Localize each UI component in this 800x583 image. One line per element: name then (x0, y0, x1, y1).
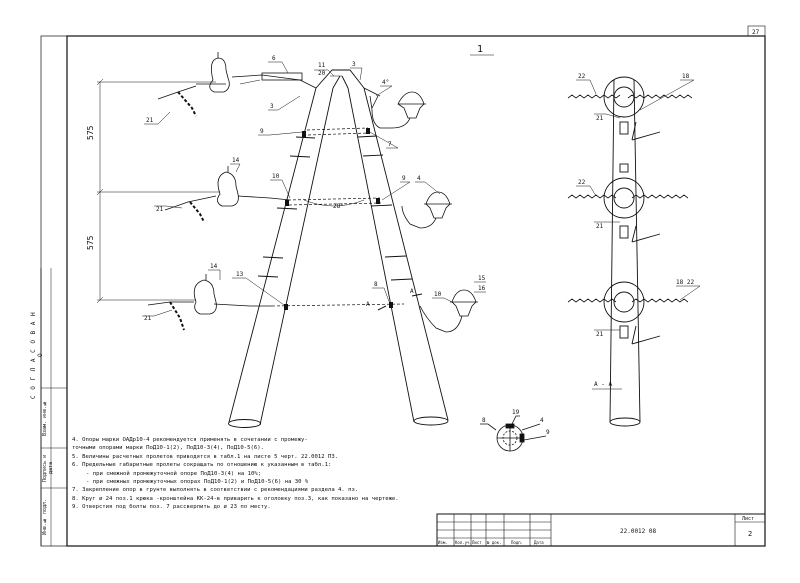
insulator-hooks (363, 87, 381, 109)
left-insulators (193, 52, 317, 315)
tb-col-izm: Изм. (438, 540, 448, 545)
sidebar-sign-date: Подпись и дата (42, 454, 54, 482)
label-13: 13 (236, 271, 244, 278)
dimension-upper: 575 (86, 125, 95, 140)
label-10-bottom: 10 (434, 291, 442, 298)
label-21-top: 21 (146, 117, 154, 124)
label-8: 8 (374, 281, 378, 288)
sidebar-inv-orig: Инв.№ подл. (42, 498, 48, 536)
label-3-left: 3 (270, 103, 274, 110)
tb-col-doc: № док. (487, 540, 501, 545)
view-title: 1 (477, 44, 483, 55)
sidebar-agreed: С О Г Л А С О В А Н О (30, 311, 44, 399)
section-label-4: 4 (540, 417, 544, 424)
label-9-right: 9 (402, 175, 406, 182)
part-labels-main: 6 11 20 3 4° 3 21 9 14 10 7 9 4 21 14 13… (144, 55, 486, 322)
label-20: 20 (318, 70, 326, 77)
side-view-conductors (567, 94, 693, 303)
side-label-21-mid: 21 (596, 223, 604, 230)
side-label-21-top: 21 (596, 115, 604, 122)
side-label-22-mid: 22 (578, 179, 586, 186)
tb-col-list: Лист (472, 540, 482, 545)
label-7: 7 (388, 141, 392, 148)
label-14-bottom: 14 (210, 263, 218, 270)
sidebar-inv-sub: Взам. инв.№ (42, 399, 48, 437)
note-line: 4. Опоры марки ОАДр10-4 рекомендуется пр… (72, 437, 308, 443)
side-view-pole (603, 76, 661, 427)
label-21-mid: 21 (156, 206, 164, 213)
tb-col-sign: Подп. (511, 540, 523, 545)
section-mark-left: A (366, 301, 370, 308)
tb-col-date: Дата (534, 540, 544, 545)
sheet-frame (40, 25, 766, 547)
angle-28: 28° (333, 203, 344, 210)
note-line: 5. Величины расчетных пролетов приводятс… (72, 453, 339, 460)
label-14-mid: 14 (232, 157, 240, 164)
side-leaders (576, 79, 701, 331)
left-conductors (147, 85, 217, 331)
dimension-lower: 575 (86, 235, 95, 250)
right-insulators (369, 91, 478, 333)
section-label-8: 8 (482, 417, 486, 424)
label-6: 6 (272, 55, 276, 62)
title-block (436, 513, 766, 547)
dimension-lines (96, 78, 220, 304)
side-label-22-top: 22 (578, 73, 586, 80)
section-label-9: 9 (546, 429, 550, 436)
label-3-top: 3 (352, 61, 356, 68)
tb-sheet-number: 2 (748, 530, 752, 538)
label-4-right: 4 (417, 175, 421, 182)
side-label-18-top: 18 (682, 73, 690, 80)
label-15: 15 (478, 275, 486, 282)
tb-sheet-label: Лист (742, 516, 754, 522)
label-9-left: 9 (260, 128, 264, 135)
label-16: 16 (478, 285, 486, 292)
section-label-19: 19 (512, 409, 520, 416)
section-mark-right: A (410, 288, 414, 295)
leader-lines (142, 61, 486, 317)
note-line: 6. Предельные габаритные пролеты сокраща… (72, 462, 332, 469)
note-line: 9. Отверстия под болты поз. 7 рассверлит… (72, 504, 271, 511)
part-labels-side: 22 18 21 22 21 18 22 21 (578, 73, 694, 338)
label-10-mid: 10 (272, 173, 280, 180)
label-11: 11 (318, 62, 326, 69)
drawing-notes: 4. Опоры марки ОАДр10-4 рекомендуется пр… (72, 436, 492, 512)
angle-arc (303, 199, 365, 207)
section-aa (480, 415, 547, 452)
section-title: A - A (594, 381, 612, 388)
side-label-18-22: 18 22 (676, 279, 694, 286)
note-line: 8. Круг ø 24 поз.1 крюка -кронштейна КК-… (72, 495, 399, 502)
note-line: - при смежных промежуточных опорах ПоД10… (86, 479, 309, 486)
side-label-21-bottom: 21 (596, 331, 604, 338)
label-21-bottom: 21 (144, 315, 152, 322)
cross-bolts (271, 127, 405, 307)
note-line: точными опорами марки ПоД10-1(2), ПоД10-… (72, 445, 264, 452)
tb-drawing-code: 22.0012 08 (620, 528, 657, 535)
a-frame-support (228, 69, 449, 428)
note-line: 7. Закрепление опор в грунте выполнять в… (72, 487, 359, 494)
section-cut-marks (377, 293, 423, 311)
sheet-corner-number: 27 (752, 29, 760, 36)
note-line: - при смежной промежуточной опоре ПоД10-… (86, 470, 262, 477)
label-4-top: 4° (382, 79, 389, 86)
tb-col-kol: Кол.уч. (455, 540, 472, 545)
